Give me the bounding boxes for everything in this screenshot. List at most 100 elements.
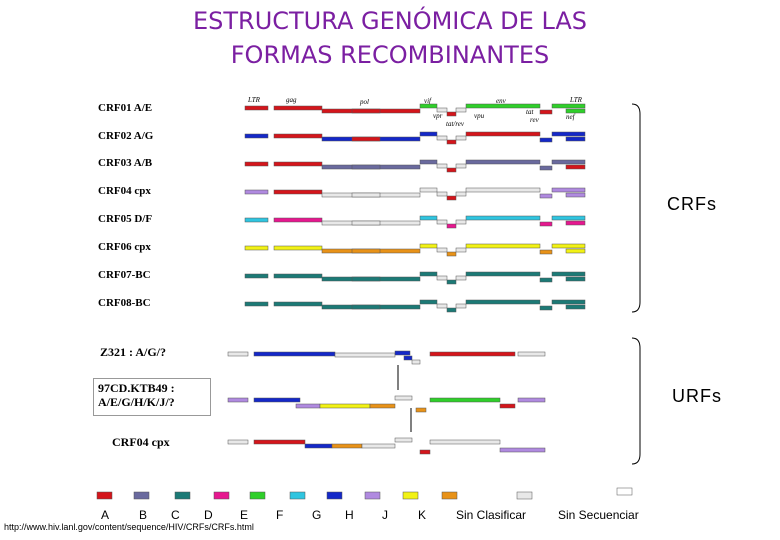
crf-3-segment-11: [565, 164, 586, 170]
urf-z321-segment-6: [429, 351, 516, 357]
legend-swatch-3: [213, 491, 230, 500]
legend-label-3: D: [204, 508, 213, 522]
legend-swatch-8: [402, 491, 419, 500]
crf-7-segment-5: [436, 275, 448, 281]
legend-label-10: Sin Clasificar: [456, 508, 527, 522]
crf-2-segment-11: [565, 136, 586, 142]
crf-3-segment-9: [539, 165, 553, 171]
crf-5-segment-5: [436, 219, 448, 225]
urf-group-label: URFs: [672, 386, 722, 406]
legend-label-4: E: [240, 508, 249, 522]
legend-label-5: F: [276, 508, 284, 522]
crf-group-label: CRFs: [667, 194, 717, 214]
gene-label-tat: tat: [526, 108, 534, 116]
crf-8-segment-9: [539, 305, 553, 311]
legend-label-1: B: [139, 508, 148, 522]
urf-97cd-segment-3: [319, 403, 371, 409]
urf-label-z321: Z321 : A/G/?: [100, 345, 167, 359]
urf-crf04-segment-3: [331, 443, 363, 449]
legend-swatch-2: [174, 491, 191, 500]
crf-label-05: CRF05 D/F: [98, 213, 153, 225]
crf-5-segment-10: [551, 215, 586, 221]
title-line-1: ESTRUCTURA GENÓMICA DE LAS: [192, 7, 588, 35]
legend-label-0: A: [101, 508, 110, 522]
crf-7-segment-3: [351, 276, 381, 282]
crf-8-segment-10: [551, 299, 586, 305]
urf-brace: [631, 337, 641, 465]
crf-8-segment-1: [273, 301, 323, 307]
gene-label-env: env: [496, 97, 506, 105]
source-url: http://www.hiv.lanl.gov/content/sequence…: [4, 522, 254, 532]
crf-6-segment-8: [465, 243, 541, 249]
gene-label-ltr-3: LTR: [570, 96, 582, 104]
legend-label-8: J: [382, 508, 388, 522]
urf-z321-segment-7: [517, 351, 546, 357]
crf-label-04: CRF04 cpx: [98, 185, 151, 197]
crf-1-segment-8: [465, 103, 541, 109]
crf-1-segment-6: [446, 111, 457, 117]
legend-swatch-7: [364, 491, 381, 500]
crf-6-segment-9: [539, 249, 553, 255]
crf-1-segment-10: [551, 103, 586, 109]
crf-4-segment-6: [446, 195, 457, 201]
urf-z321-segment-4: [403, 355, 413, 361]
urf-97cd-segment-4: [369, 403, 396, 409]
gene-label-tat-rev: tat/rev: [446, 120, 465, 128]
legend-label-7: H: [345, 508, 354, 522]
crf-2-segment-9: [539, 137, 553, 143]
legend-label-6: G: [312, 508, 322, 522]
gene-label-vpr: vpr: [433, 112, 443, 120]
gene-label-nef: nef: [566, 113, 575, 121]
crf-2-segment-3: [351, 136, 381, 142]
urf-label-97cd-line2: A/E/G/H/K/J/?: [98, 395, 175, 409]
crf-5-segment-8: [465, 215, 541, 221]
crf-8-segment-3: [351, 304, 381, 310]
gene-label-vif: vif: [424, 97, 431, 105]
crf-5-segment-7: [455, 219, 467, 225]
urf-z321-segment-1: [253, 351, 336, 357]
crf-4-segment-9: [539, 193, 553, 199]
urf-z321-segment-0: [227, 351, 249, 357]
urf-crf04-segment-6: [419, 449, 431, 455]
crf-label-02: CRF02 A/G: [98, 130, 154, 142]
urf-crf04-segment-7: [429, 439, 501, 445]
urf-label-box: [93, 378, 211, 416]
crf-label-07: CRF07-BC: [98, 269, 151, 281]
crf-1-segment-3: [351, 108, 381, 114]
urf-crf04-segment-4: [361, 443, 396, 449]
crf-2-segment-6: [446, 139, 457, 145]
crf-2-segment-7: [455, 135, 467, 141]
crf-6-segment-4: [419, 243, 438, 249]
urf-crf04-segment-2: [304, 443, 333, 449]
crf-7-segment-9: [539, 277, 553, 283]
crf-7-segment-8: [465, 271, 541, 277]
gene-label-ltr-5: LTR: [248, 96, 260, 104]
crf-2-segment-4: [419, 131, 438, 137]
crf-4-segment-1: [273, 189, 323, 195]
urf-z321-segment-5: [411, 359, 421, 365]
gene-label-gag: gag: [286, 96, 297, 104]
crf-2-segment-10: [551, 131, 586, 137]
crf-8-segment-7: [455, 303, 467, 309]
crf-6-segment-7: [455, 247, 467, 253]
crf-5-segment-11: [565, 220, 586, 226]
crf-4-segment-10: [551, 187, 586, 193]
crf-6-segment-3: [351, 248, 381, 254]
urf-z321-segment-2: [334, 352, 396, 358]
urf-crf04-segment-8: [499, 447, 546, 453]
crf-3-segment-4: [419, 159, 438, 165]
urf-crf04-segment-0: [227, 439, 249, 445]
crf-5-segment-3: [351, 220, 381, 226]
title-line-2: FORMAS RECOMBINANTES: [230, 41, 550, 69]
urf-crf04-segment-5: [394, 437, 413, 443]
urf-97cd-segment-8: [499, 403, 516, 409]
crf-3-segment-6: [446, 167, 457, 173]
crf-3-segment-1: [273, 161, 323, 167]
legend-swatch-5: [289, 491, 306, 500]
legend-swatch-4: [249, 491, 266, 500]
crf-6-segment-11: [565, 248, 586, 254]
gene-label-rev: rev: [530, 116, 539, 124]
legend-label-11: Sin Secuenciar: [558, 508, 639, 522]
crf-5-segment-0: [244, 217, 269, 223]
